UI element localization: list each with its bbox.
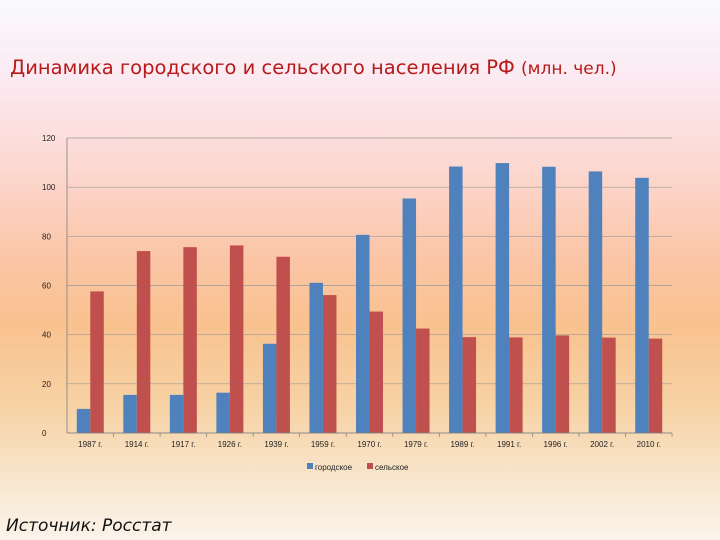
x-tick-label: 1996 г. xyxy=(544,440,568,449)
y-tick-label: 120 xyxy=(42,134,56,143)
axes: 0 20 40 60 80 100 120 1987 г. 1914 г. 1917 г. 1926… xyxy=(42,134,673,449)
bar-urban xyxy=(309,282,323,433)
bar-urban xyxy=(356,234,370,433)
bar-urban xyxy=(588,171,603,433)
bar-urban xyxy=(216,392,230,433)
x-tick-label: 1987 г. xyxy=(78,440,102,449)
bar-urban xyxy=(169,394,184,433)
x-tick-label: 1989 г. xyxy=(450,440,474,449)
bar-rural xyxy=(555,335,570,433)
legend-swatch xyxy=(367,463,373,469)
bars xyxy=(76,163,663,433)
legend-label: городское xyxy=(315,463,353,472)
bar-rural xyxy=(462,337,477,433)
bar-urban xyxy=(542,166,556,433)
bar-rural xyxy=(276,256,290,433)
bar-rural xyxy=(136,251,151,433)
bar-rural xyxy=(509,337,523,433)
bar-rural xyxy=(416,328,430,433)
y-tick-label: 40 xyxy=(42,331,51,340)
y-tick-label: 0 xyxy=(42,429,47,438)
y-tick-label: 60 xyxy=(42,282,51,291)
x-tick-label: 1914 г. xyxy=(125,440,149,449)
bar-rural xyxy=(369,311,383,433)
x-tick-label: 2010 г. xyxy=(637,440,661,449)
legend-label: сельское xyxy=(375,463,409,472)
y-tick-label: 100 xyxy=(42,183,56,192)
bar-rural xyxy=(90,291,104,433)
title-unit: (млн. чел.) xyxy=(521,59,617,79)
page-title: Динамика городского и сельского населени… xyxy=(10,56,710,79)
x-tick-label: 1979 г. xyxy=(404,440,428,449)
x-tick-label: 1970 г. xyxy=(357,440,381,449)
bar-urban xyxy=(402,198,417,433)
y-tick-label: 80 xyxy=(42,232,51,241)
x-tick-label: 2002 г. xyxy=(590,440,614,449)
bar-rural xyxy=(229,245,244,433)
x-tick-label: 1991 г. xyxy=(497,440,521,449)
x-tick-label: 1917 г. xyxy=(171,440,195,449)
x-tick-label: 1959 г. xyxy=(311,440,335,449)
bar-rural xyxy=(322,295,337,433)
bar-urban xyxy=(123,394,137,433)
x-tick-label: 1926 г. xyxy=(218,440,242,449)
bar-rural xyxy=(648,338,663,433)
x-tick-label: 1939 г. xyxy=(264,440,288,449)
bar-urban xyxy=(635,177,649,433)
legend: городское сельское xyxy=(307,463,409,472)
y-tick-label: 20 xyxy=(42,380,51,389)
bar-rural xyxy=(602,337,616,433)
bar-urban xyxy=(262,343,277,433)
legend-swatch xyxy=(307,463,313,469)
title-main: Динамика городского и сельского населени… xyxy=(10,56,515,79)
bar-rural xyxy=(183,247,197,433)
bar-urban xyxy=(495,163,510,433)
bar-urban xyxy=(76,408,91,433)
source-note: Источник: Росстат xyxy=(6,516,172,536)
bar-urban xyxy=(449,166,463,433)
